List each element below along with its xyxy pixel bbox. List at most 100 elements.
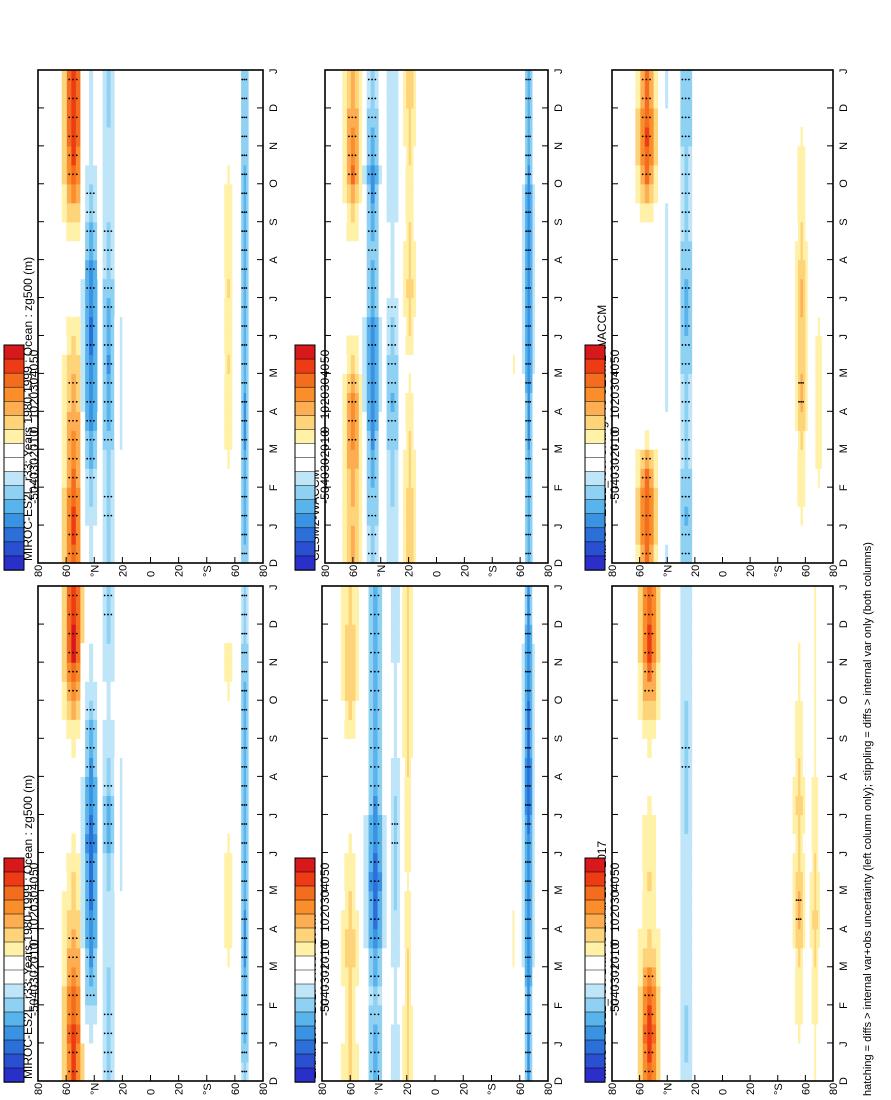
stipple-dot xyxy=(374,552,377,555)
heat-cell xyxy=(347,776,352,797)
heat-cell xyxy=(521,202,526,223)
heat-cell xyxy=(121,700,125,720)
heat-cell xyxy=(661,240,666,261)
heat-cell xyxy=(691,662,697,682)
heat-cell xyxy=(121,624,125,644)
heat-cell xyxy=(393,624,397,644)
heat-cell xyxy=(354,586,360,606)
heat-cell xyxy=(408,259,412,280)
heat-cell xyxy=(110,985,115,1006)
stipple-dot xyxy=(373,918,376,921)
heat-cell xyxy=(226,985,230,1006)
heat-cell xyxy=(80,221,86,242)
heat-cell xyxy=(691,719,697,739)
heat-cell xyxy=(410,70,414,90)
heat-cell xyxy=(387,871,391,892)
heat-cell xyxy=(675,1061,681,1082)
heat-cell xyxy=(405,506,409,526)
heat-cell xyxy=(98,643,103,663)
heat-cell xyxy=(61,1023,67,1044)
heat-cell xyxy=(116,833,120,854)
heat-cell xyxy=(376,1023,383,1044)
heat-cell xyxy=(66,240,72,261)
stipple-dot xyxy=(527,552,530,555)
heat-cell xyxy=(92,354,98,374)
lat-label: 20 xyxy=(117,565,129,577)
stipple-dot xyxy=(377,1070,380,1073)
lat-label: 80 xyxy=(828,1083,840,1095)
heat-cell xyxy=(521,468,526,488)
heat-cell xyxy=(531,586,535,606)
heat-cell xyxy=(224,316,228,337)
stipple-dot xyxy=(241,594,244,597)
heat-cell xyxy=(80,909,86,930)
heat-cell xyxy=(121,164,125,185)
stipple-dot xyxy=(89,727,92,730)
heat-cell xyxy=(248,354,252,374)
heat-cell xyxy=(121,70,125,90)
heat-cell xyxy=(701,776,705,797)
stipple-dot xyxy=(241,287,244,289)
stipple-dot xyxy=(371,268,373,270)
heat-cell xyxy=(92,833,98,854)
heat-cell xyxy=(344,966,349,987)
heat-cell xyxy=(393,221,399,242)
heat-cell xyxy=(80,525,86,545)
heat-cell xyxy=(396,1061,400,1082)
stipple-dot xyxy=(103,594,106,597)
heat-cell xyxy=(396,928,400,949)
heat-cell xyxy=(664,88,669,109)
month-label: J xyxy=(553,585,565,591)
heat-cell xyxy=(405,278,409,299)
month-label: O xyxy=(838,695,850,704)
stipple-dot xyxy=(651,1032,654,1035)
heat-cell xyxy=(408,966,411,987)
heat-cell xyxy=(381,468,387,488)
heat-cell xyxy=(667,487,672,507)
stipple-dot xyxy=(370,861,372,863)
stipple-dot xyxy=(103,249,106,252)
stipple-dot xyxy=(107,344,109,346)
heat-cell xyxy=(406,757,409,777)
stipple-dot xyxy=(377,632,380,635)
heat-cell xyxy=(61,624,67,644)
stipple-dot xyxy=(374,78,377,81)
heat-cell xyxy=(80,643,86,663)
heat-cell xyxy=(387,719,391,739)
stipple-dot xyxy=(72,400,74,403)
heat-cell xyxy=(404,681,407,701)
heat-cell xyxy=(408,430,412,450)
stipple-dot xyxy=(527,689,529,692)
heat-cell xyxy=(679,966,685,987)
heat-cell xyxy=(404,871,407,892)
heat-cell xyxy=(110,776,115,797)
heat-cell xyxy=(358,259,363,280)
stipple-dot xyxy=(92,804,95,806)
stipple-dot xyxy=(243,116,246,119)
heat-cell xyxy=(88,88,94,109)
heat-cell xyxy=(102,719,107,739)
heat-cell xyxy=(393,776,397,797)
heat-cell xyxy=(406,795,409,816)
heat-cell xyxy=(381,814,387,835)
heat-cell xyxy=(378,468,383,488)
stipple-dot xyxy=(525,211,528,214)
heat-cell xyxy=(226,947,230,968)
heat-cell xyxy=(510,506,513,526)
heat-cell xyxy=(399,947,403,968)
heat-cell xyxy=(226,354,230,374)
heat-cell xyxy=(110,240,115,261)
heat-cell xyxy=(84,1042,90,1063)
heat-cell xyxy=(226,449,230,469)
heat-cell xyxy=(637,681,643,701)
heat-cell xyxy=(664,871,668,892)
heat-cell xyxy=(221,776,225,797)
stipple-dot xyxy=(89,765,92,768)
heat-cell xyxy=(802,795,806,816)
stipple-dot xyxy=(351,154,354,157)
heat-cell xyxy=(124,392,128,412)
heat-cell xyxy=(229,757,233,777)
heat-cell xyxy=(116,890,120,911)
heat-cell xyxy=(802,909,806,930)
stipple-dot xyxy=(524,785,527,787)
